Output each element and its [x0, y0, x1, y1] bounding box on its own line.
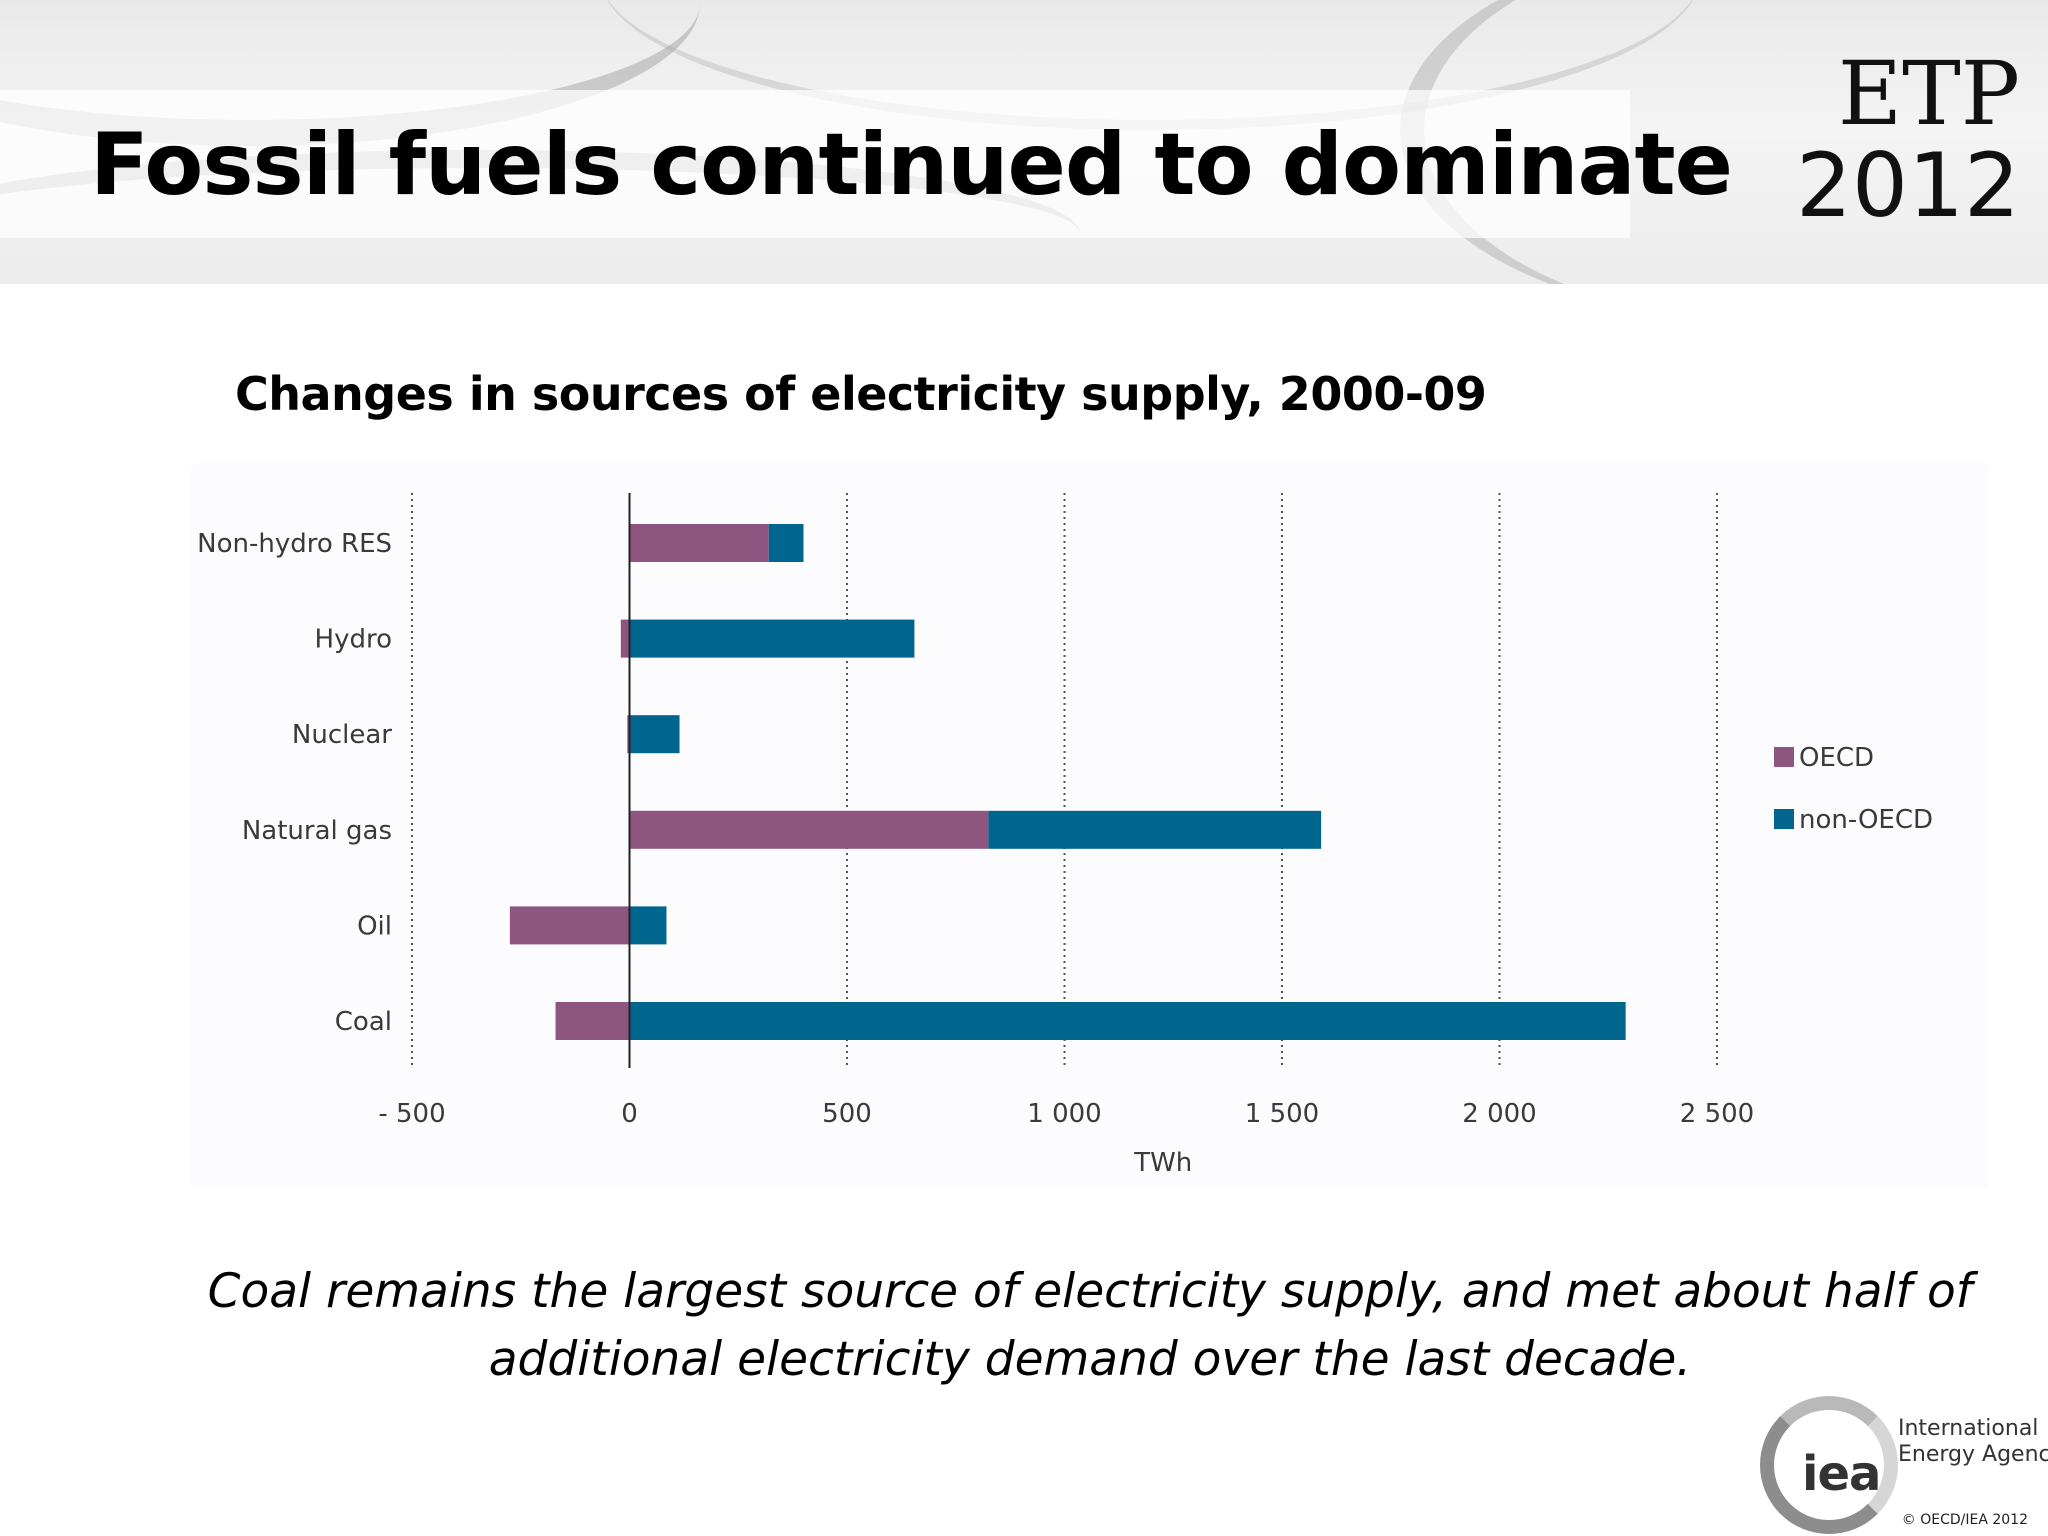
legend-label: OECD — [1799, 743, 1874, 773]
iea-logo-name: Energy Agency — [1898, 1442, 2048, 1467]
iea-logo-name: International — [1898, 1416, 2039, 1441]
bar-oecd — [629, 524, 769, 562]
bar-oecd — [627, 715, 630, 754]
bar-oecd — [555, 1002, 630, 1040]
x-tick-label: 0 — [621, 1099, 638, 1129]
chart-title: Changes in sources of electricity supply… — [235, 367, 1487, 421]
caption: Coal remains the largest source of elect… — [150, 1258, 2030, 1394]
legend-swatch — [1774, 809, 1794, 829]
x-tick-label: - 500 — [378, 1099, 445, 1129]
iea-logo-mark: iea — [1802, 1446, 1881, 1502]
caption-line: additional electricity demand over the l… — [488, 1332, 1692, 1387]
category-label: Natural gas — [242, 816, 392, 846]
bar-oecd — [629, 810, 989, 849]
page-title: Fossil fuels continued to dominate — [90, 115, 1733, 215]
etp-logo: ETP 2012 — [1760, 46, 2020, 234]
category-label: Hydro — [315, 625, 392, 655]
x-axis-label: TWh — [1133, 1148, 1192, 1178]
header-banner: Fossil fuels continued to dominate ETP 2… — [0, 0, 2048, 284]
category-label: Oil — [357, 911, 392, 941]
legend-label: non-OECD — [1799, 805, 1933, 835]
chart-panel: Non-hydro RES Hydro Nuclear Natural gas Oil C… — [190, 463, 1990, 1188]
caption-line: Coal remains the largest source of elect… — [207, 1264, 1973, 1319]
etp-logo-year: 2012 — [1796, 134, 2020, 237]
title-backdrop — [0, 90, 1630, 238]
category-label: Nuclear — [292, 720, 392, 750]
bar-non-oecd — [629, 619, 915, 658]
category-label: Non-hydro RES — [197, 529, 392, 559]
copyright-notice: © OECD/IEA 2012 — [1901, 1512, 2028, 1528]
x-tick-label: 1 500 — [1245, 1099, 1319, 1129]
etp-logo-text: ETP — [1837, 42, 2020, 145]
category-label: Coal — [335, 1007, 392, 1037]
iea-logo: iea International Energy Agency — [1760, 1396, 2048, 1536]
bar-non-oecd — [629, 1002, 1626, 1040]
x-tick-label: 2 500 — [1680, 1099, 1754, 1129]
bar-non-oecd — [629, 715, 680, 754]
bar-non-oecd — [988, 810, 1322, 849]
x-tick-label: 1 000 — [1027, 1099, 1101, 1129]
bar-non-oecd — [629, 906, 667, 945]
bar-non-oecd — [768, 524, 804, 562]
bar-chart: Non-hydro RES Hydro Nuclear Natural gas Oil C… — [197, 493, 1933, 1178]
bar-oecd — [509, 906, 630, 945]
x-tick-label: 2 000 — [1462, 1099, 1536, 1129]
bar-oecd — [620, 619, 630, 658]
x-tick-label: 500 — [822, 1099, 872, 1129]
legend-swatch — [1774, 747, 1794, 767]
